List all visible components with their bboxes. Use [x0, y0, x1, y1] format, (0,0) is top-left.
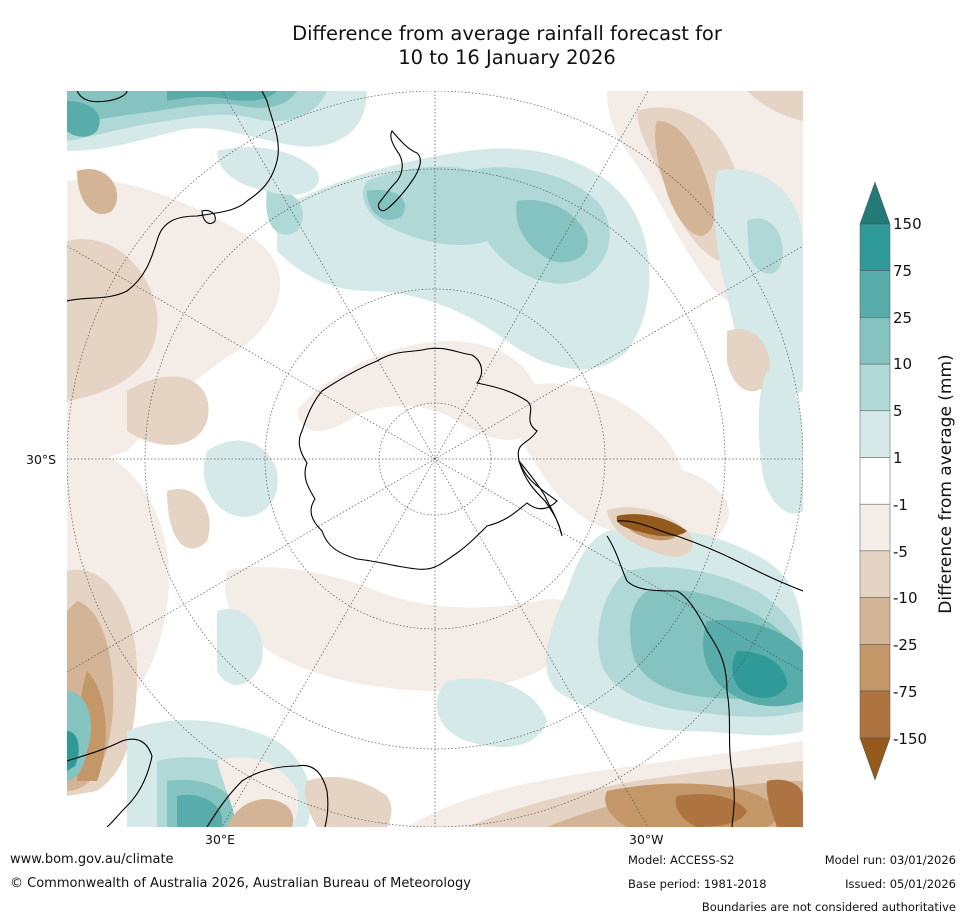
lon-label-30e: 30°E	[205, 832, 236, 847]
colorbar-tick: -5	[893, 543, 908, 561]
colorbar-tick: -10	[893, 589, 918, 607]
anomaly-fields	[67, 91, 803, 827]
copyright-text: © Commonwealth of Australia 2026, Austra…	[10, 876, 471, 891]
rainfall-anomaly-map[interactable]	[67, 91, 803, 827]
colorbar-tick: 25	[893, 309, 913, 327]
colorbar-tick: 10	[893, 355, 913, 373]
colorbar-tick: -25	[893, 636, 918, 654]
colorbar-top-arrow	[859, 181, 891, 225]
issued-text: Issued: 05/01/2026	[845, 877, 956, 891]
chart-title: Difference from average rainfall forecas…	[67, 22, 947, 70]
colorbar-bottom-arrow	[859, 737, 891, 781]
colorbar-bin	[859, 270, 891, 318]
colorbar-bin	[859, 690, 891, 739]
model-text: Model: ACCESS-S2	[628, 853, 735, 867]
colorbar-svg	[859, 181, 891, 781]
colorbar-bin	[859, 363, 891, 412]
colorbar-tick: 5	[893, 402, 903, 420]
colorbar-bin	[859, 410, 891, 458]
africa-coast	[67, 738, 329, 827]
colorbar-tick: 150	[893, 215, 922, 233]
colorbar-bin	[859, 597, 891, 645]
graticule	[67, 91, 803, 827]
colorbar-tick: 75	[893, 262, 913, 280]
coastlines	[67, 91, 803, 827]
colorbar	[855, 181, 895, 782]
colorbar-bin	[859, 317, 891, 365]
colorbar-bin	[859, 550, 891, 598]
title-line-2: 10 to 16 January 2026	[398, 46, 616, 69]
colorbar-tick: -150	[893, 730, 928, 748]
south-america-coast	[606, 520, 803, 827]
colorbar-tick: 1	[893, 449, 903, 467]
tasmania-coast	[201, 209, 216, 225]
colorbar-bin	[859, 223, 891, 271]
colorbar-bin	[859, 503, 891, 552]
antarctica-coast	[298, 347, 558, 570]
title-line-1: Difference from average rainfall forecas…	[292, 22, 722, 45]
lon-label-30w: 30°W	[629, 832, 664, 847]
colorbar-bin	[859, 457, 891, 505]
colorbar-bin	[859, 644, 891, 692]
website-link[interactable]: www.bom.gov.au/climate	[10, 852, 174, 867]
antarctic-peninsula-coast	[518, 460, 563, 537]
base-period-text: Base period: 1981-2018	[628, 877, 767, 891]
colorbar-title: Difference from average (mm)	[936, 354, 956, 614]
australia-coast	[67, 91, 279, 302]
map-canvas	[67, 91, 803, 827]
new-zealand-coast	[378, 130, 421, 212]
colorbar-tick: -1	[893, 496, 908, 514]
lat-label-30s: 30°S	[26, 452, 57, 467]
colorbar-tick: -75	[893, 683, 918, 701]
model-run-text: Model run: 03/01/2026	[824, 853, 956, 867]
disclaimer-text: Boundaries are not considered authoritat…	[701, 900, 956, 914]
